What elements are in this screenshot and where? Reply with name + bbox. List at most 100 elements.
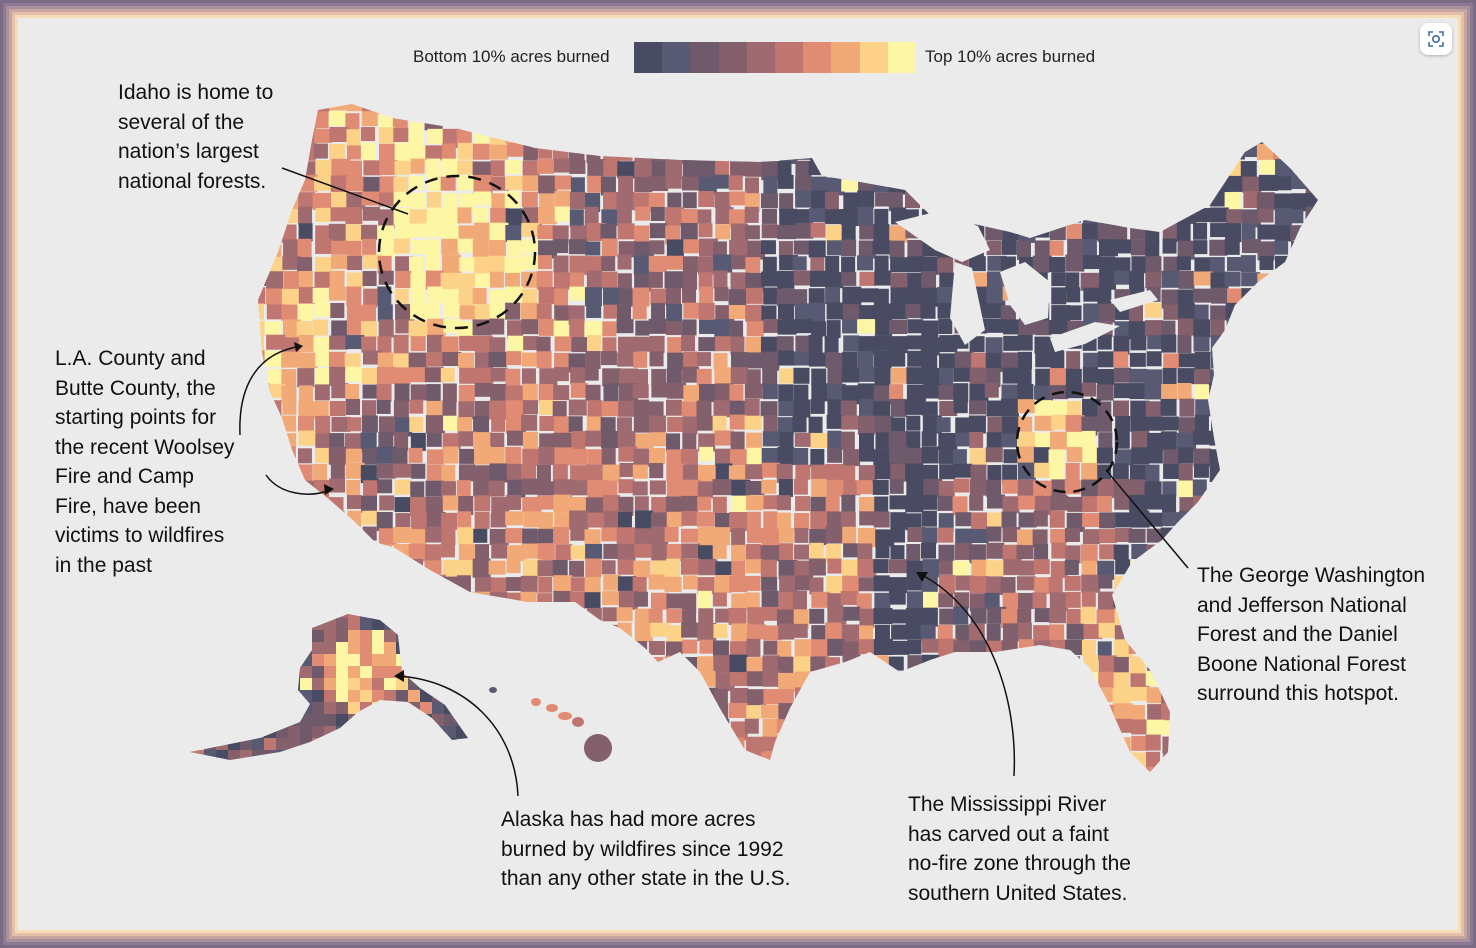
- county-cell: [746, 511, 761, 531]
- county-cell: [1017, 751, 1034, 767]
- county-cell: [536, 304, 552, 320]
- county-cell: [336, 762, 349, 775]
- county-cell: [1003, 672, 1021, 689]
- county-cell: [954, 688, 970, 705]
- county-cell: [955, 575, 974, 591]
- county-cell: [520, 607, 535, 623]
- county-cell: [1065, 640, 1084, 656]
- county-cell: [1129, 494, 1148, 513]
- county-cell: [336, 678, 349, 691]
- county-cell: [808, 334, 823, 353]
- county-cell: [264, 714, 277, 727]
- county-cell: [1145, 464, 1160, 483]
- county-cell: [971, 735, 988, 752]
- county-cell: [570, 545, 589, 560]
- county-cell: [810, 639, 829, 659]
- county-cell: [440, 367, 455, 382]
- county-cell: [585, 558, 602, 578]
- county-cell: [1050, 111, 1068, 130]
- county-cell: [634, 622, 653, 642]
- county-cell: [712, 640, 729, 657]
- county-cell: [1128, 607, 1143, 624]
- county-cell: [888, 656, 904, 671]
- county-cell: [603, 510, 620, 528]
- county-cell: [921, 638, 941, 653]
- county-cell: [440, 481, 456, 499]
- focus-button[interactable]: [1420, 23, 1452, 55]
- county-cell: [954, 351, 974, 369]
- county-cell: [569, 239, 587, 255]
- county-cell: [651, 719, 668, 734]
- county-cell: [699, 104, 715, 110]
- county-cell: [651, 497, 667, 517]
- county-cell: [1242, 526, 1257, 545]
- county-cell: [1178, 447, 1194, 464]
- county-cell: [411, 529, 427, 546]
- county-cell: [953, 399, 968, 414]
- county-cell: [939, 401, 958, 417]
- county-cell: [681, 401, 700, 417]
- county-cell: [1065, 462, 1080, 482]
- county-cell: [1016, 529, 1036, 546]
- county-cell: [840, 431, 855, 450]
- county-cell: [969, 160, 984, 179]
- county-cell: [266, 288, 285, 305]
- county-cell: [330, 592, 345, 607]
- county-cell: [795, 160, 812, 178]
- county-cell: [1275, 431, 1294, 450]
- county-cell: [985, 447, 1003, 463]
- county-cell: [810, 270, 829, 287]
- county-cell: [252, 738, 265, 751]
- county-cell: [713, 400, 732, 418]
- county-cell: [1290, 415, 1306, 433]
- county-cell: [730, 687, 749, 706]
- county-cell: [553, 255, 569, 273]
- county-cell: [276, 726, 289, 739]
- county-cell: [283, 495, 298, 512]
- county-cell: [505, 127, 524, 144]
- county-cell: [491, 416, 506, 432]
- county-cell: [1289, 400, 1309, 415]
- county-cell: [744, 206, 759, 223]
- county-cell: [345, 176, 365, 192]
- county-cell: [444, 618, 457, 631]
- county-cell: [857, 689, 872, 705]
- county-cell: [779, 543, 794, 561]
- county-cell: [1193, 768, 1210, 772]
- county-cell: [778, 350, 795, 366]
- county-cell: [761, 161, 781, 181]
- county-cell: [586, 104, 605, 114]
- county-cell: [665, 704, 684, 720]
- county-cell: [459, 104, 475, 112]
- county-cell: [1128, 638, 1146, 654]
- county-cell: [827, 719, 847, 734]
- county-cell: [537, 528, 554, 544]
- county-cell: [1035, 353, 1055, 368]
- county-cell: [276, 654, 289, 667]
- county-cell: [377, 286, 392, 306]
- county-cell: [553, 527, 570, 545]
- county-cell: [729, 143, 744, 160]
- county-cell: [922, 607, 938, 627]
- county-cell: [1097, 479, 1117, 499]
- county-cell: [537, 608, 557, 624]
- county-cell: [842, 655, 858, 675]
- county-cell: [281, 175, 300, 190]
- county-cell: [408, 762, 421, 775]
- county-cell: [1034, 400, 1052, 417]
- note-idaho: Idaho is home to several of the nation’s…: [118, 81, 274, 193]
- county-cell: [746, 671, 763, 687]
- county-cell: [762, 144, 779, 159]
- legend-swatch: [859, 42, 888, 73]
- county-cell: [264, 702, 277, 715]
- county-cell: [473, 481, 493, 497]
- county-cell: [986, 542, 1005, 559]
- county-cell: [1225, 143, 1245, 160]
- frame-border: [6, 6, 1470, 942]
- county-cell: [266, 304, 285, 320]
- county-cell: [585, 640, 601, 656]
- county-cell: [729, 511, 749, 531]
- county-cell: [1290, 768, 1305, 772]
- county-cell: [808, 352, 827, 367]
- county-cell: [1193, 430, 1213, 445]
